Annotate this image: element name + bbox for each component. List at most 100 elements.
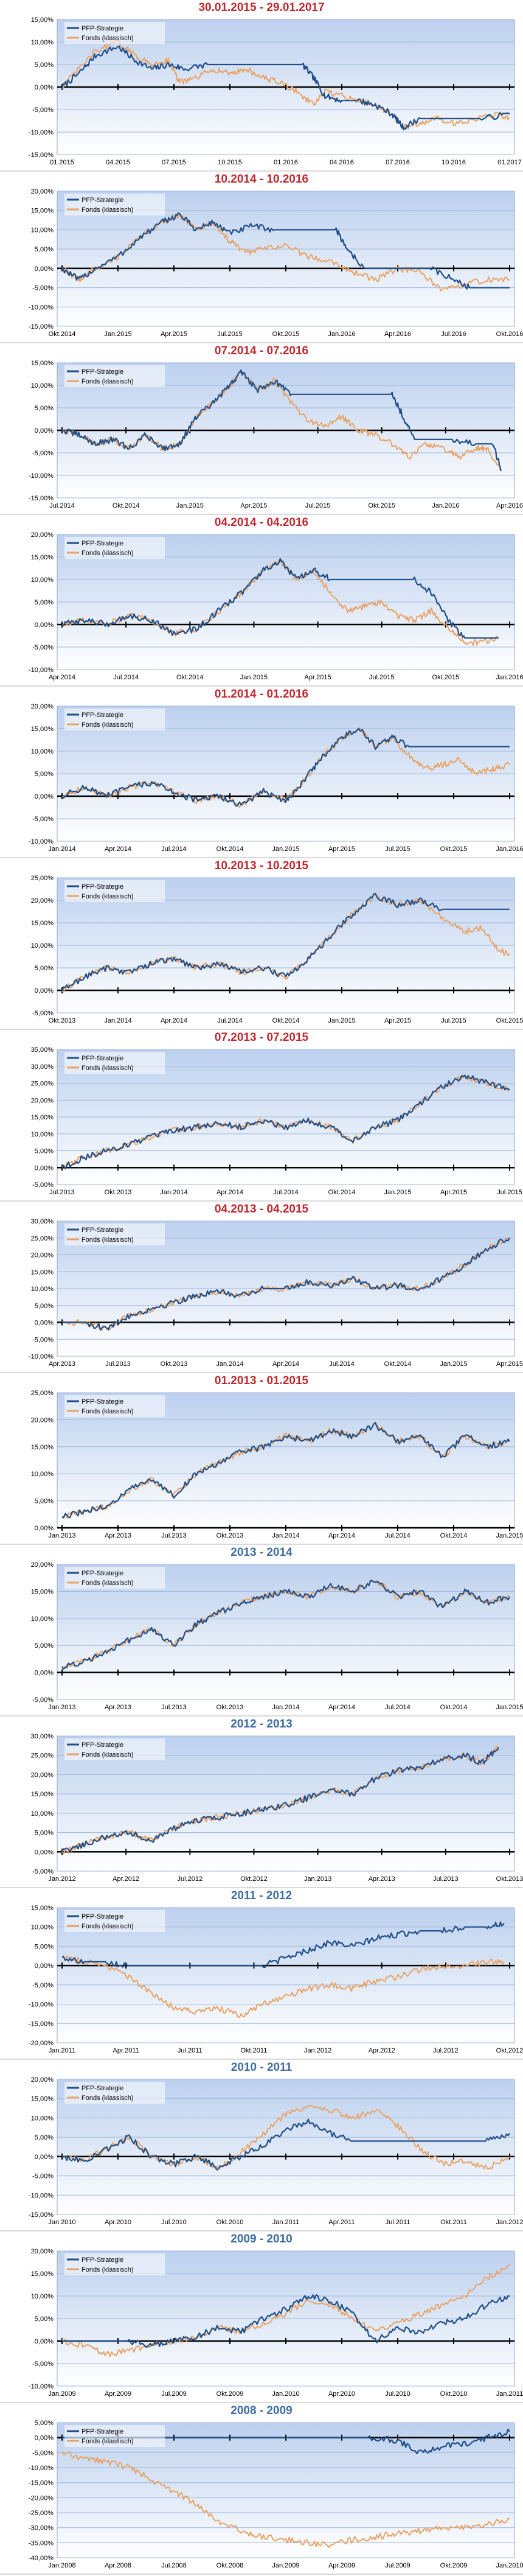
x-tick-label: Jan.2015 [272, 845, 299, 853]
chart-title: 2013 - 2014 [230, 1546, 293, 1559]
legend-box [64, 709, 165, 730]
x-tick-label: Jul.2011 [386, 2219, 410, 2226]
x-tick-label: Okt.2014 [113, 502, 140, 509]
x-tick-label: Okt.2014 [176, 674, 204, 681]
x-tick-label: Jul.2015 [369, 674, 395, 681]
x-tick-label: Jan.2012 [304, 2047, 331, 2054]
x-tick-label: Jan.2010 [272, 2390, 299, 2398]
x-tick-label: Apr.2015 [496, 1360, 523, 1368]
x-tick-label: Jan.2013 [48, 1704, 75, 1711]
x-tick-label: Jan.2010 [496, 2562, 523, 2569]
series-line-strategy [61, 1074, 510, 1169]
legend-box [64, 365, 165, 387]
x-tick-label: Jan.2016 [496, 674, 523, 681]
y-tick-label: 0,00% [35, 1525, 54, 1532]
y-tick-label: -5,00% [32, 2361, 54, 2368]
x-tick-label: Jan.2008 [48, 2562, 75, 2569]
x-tick-label: Okt.2014 [440, 1704, 468, 1711]
legend-label-strategy: PFP-Strategie [81, 2256, 123, 2264]
x-tick-label: Jan.2014 [272, 1704, 299, 1711]
y-tick-label: 15,00% [31, 1444, 54, 1451]
x-tick-label: Jul.2010 [161, 2219, 187, 2226]
x-tick-label: Jul.2008 [161, 2562, 187, 2569]
x-tick-label: Apr.2009 [105, 2390, 131, 2398]
y-tick-label: 0,00% [35, 1670, 54, 1677]
y-tick-label: 0,00% [35, 2154, 54, 2161]
x-tick-label: Okt.2011 [241, 2047, 268, 2054]
x-tick-label: Apr.2009 [328, 2562, 355, 2569]
legend-label-strategy: PFP-Strategie [81, 1570, 123, 1577]
x-tick-label: Jul.2015 [217, 331, 243, 338]
y-tick-label: 0,00% [35, 621, 54, 629]
legend-box [64, 194, 165, 215]
y-tick-label: 10,00% [31, 1471, 54, 1478]
panel-separator [0, 342, 523, 343]
x-tick-label: Apr.2014 [49, 674, 75, 681]
legend-label-fund: Fonds (klassisch) [81, 721, 134, 729]
panel-separator [0, 857, 523, 858]
legend-box [64, 537, 165, 559]
y-tick-label: -40,00% [29, 2555, 54, 2562]
x-tick-label: Okt.2014 [49, 331, 76, 338]
y-tick-label: -10,00% [29, 472, 54, 480]
y-tick-label: 5,00% [35, 61, 54, 69]
legend-label-fund: Fonds (klassisch) [81, 1065, 134, 1072]
y-tick-label: -5,00% [32, 450, 54, 457]
series-line-fund [61, 1955, 505, 2018]
legend-label-strategy: PFP-Strategie [81, 1741, 123, 1749]
x-tick-label: Okt.2016 [496, 331, 523, 338]
x-tick-label: Jan.2014 [48, 845, 75, 853]
x-tick-label: Jan.2015 [384, 1189, 411, 1196]
x-tick-label: Jul.2013 [161, 1532, 187, 1539]
series-line-fund [61, 2451, 510, 2549]
x-tick-label: Apr.2008 [105, 2562, 131, 2569]
y-tick-label: 0,00% [35, 84, 54, 91]
x-tick-label: Apr.2014 [328, 1532, 355, 1539]
y-tick-label: -5,00% [32, 1181, 54, 1189]
y-tick-label: 20,00% [31, 531, 54, 539]
legend-label-fund: Fonds (klassisch) [81, 1408, 134, 1415]
line-chart: 25,00%20,00%15,00%10,00%5,00%0,00%Jan.20… [31, 1390, 523, 1539]
x-tick-label: Jul.2014 [113, 674, 139, 681]
y-tick-label: 25,00% [31, 875, 54, 882]
chart-title: 07.2014 - 07.2016 [214, 345, 309, 357]
y-tick-label: 15,00% [31, 1791, 54, 1798]
x-tick-label: Apr.2011 [328, 2219, 355, 2226]
x-tick-label: Jan.2014 [104, 1017, 131, 1024]
y-tick-label: 15,00% [31, 1114, 54, 1121]
x-tick-label: Okt.2013 [105, 1189, 132, 1196]
legend-label-strategy: PFP-Strategie [81, 1913, 123, 1920]
x-tick-label: Jan.2014 [272, 1532, 299, 1539]
y-tick-label: 10,00% [31, 1810, 54, 1818]
y-tick-label: -10,00% [29, 304, 54, 311]
x-tick-label: 01.2017 [497, 159, 522, 166]
y-tick-label: 5,00% [35, 1830, 54, 1837]
x-tick-label: Jul.2015 [385, 845, 410, 853]
x-tick-label: Jul.2014 [161, 845, 187, 853]
y-tick-label: 15,00% [31, 1269, 54, 1276]
x-tick-label: Okt.2009 [216, 2390, 244, 2398]
y-tick-label: 20,00% [31, 188, 54, 195]
y-tick-label: 5,00% [35, 1498, 54, 1505]
x-tick-label: Jan.2015 [240, 674, 268, 681]
x-tick-label: Okt.2013 [49, 1017, 76, 1024]
y-tick-label: 15,00% [31, 920, 54, 927]
x-tick-label: Apr.2014 [105, 845, 131, 853]
x-tick-label: Apr.2015 [384, 1017, 411, 1024]
x-tick-label: Okt.2008 [216, 2562, 244, 2569]
series-line-strategy [62, 1237, 510, 1331]
series-line-strategy [61, 45, 510, 131]
x-tick-label: Jul.2013 [49, 1189, 75, 1196]
line-chart: 20,00% 15,00% 10,00% 5,00% 0,00% -5,00% -10,00… [29, 531, 523, 681]
y-tick-label: 10,00% [31, 1615, 54, 1623]
x-tick-label: Okt.2015 [368, 502, 395, 509]
x-tick-label: Jan.2015 [496, 1704, 523, 1711]
legend-label-strategy: PFP-Strategie [81, 2428, 123, 2435]
chart-panel: 04.2014 - 04.2016 20,00% 15,00% 10,00% 5,00%… [0, 515, 523, 687]
x-tick-label: Okt.2014 [328, 1189, 356, 1196]
x-tick-label: Okt.2013 [216, 1532, 244, 1539]
series-line-fund [62, 727, 510, 808]
y-tick-label: -5,00% [32, 1868, 54, 1875]
x-tick-label: Jan.2016 [328, 331, 355, 338]
